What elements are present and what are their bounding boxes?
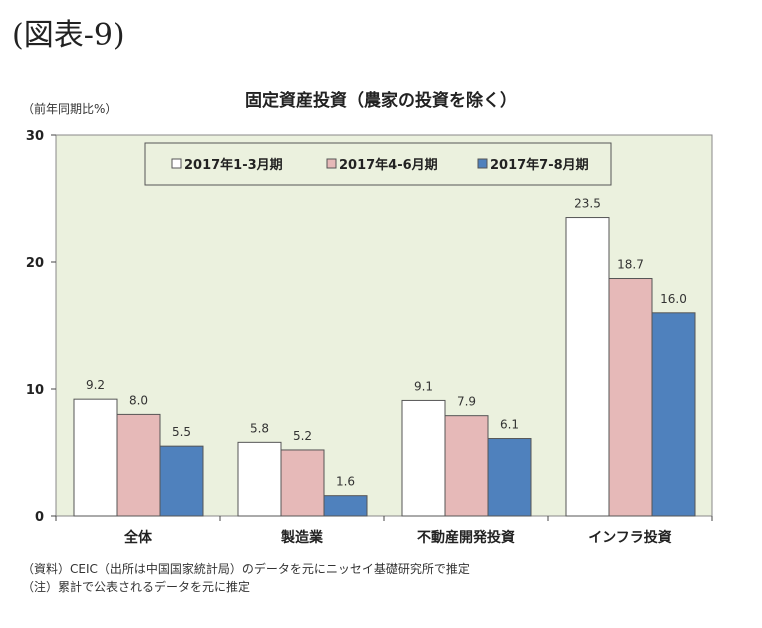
- data-label: 8.0: [129, 393, 148, 407]
- data-label: 6.1: [500, 418, 519, 432]
- data-label: 7.9: [457, 395, 476, 409]
- legend-swatch: [171, 158, 182, 169]
- bar: [159, 445, 204, 517]
- y-tick-label: 30: [26, 129, 44, 144]
- bar-chart: 0 10 20 30 9.2 8.0 5.5 全体 5.8 5.2 1.6 製造業 9.1 7.9 6.1 不…: [26, 129, 713, 546]
- bar: [401, 399, 446, 517]
- category-label: 全体: [123, 529, 153, 546]
- bar: [444, 415, 489, 517]
- y-tick-label: 0: [35, 510, 44, 525]
- legend-swatch: [326, 158, 337, 169]
- category-label: インフラ投資: [588, 529, 672, 546]
- source-note: （資料）CEIC（出所は中国国家統計局）のデータを元にニッセイ基礎研究所で推定: [22, 562, 470, 576]
- bar: [237, 441, 282, 517]
- chart-title: 固定資産投資（農家の投資を除く）: [245, 91, 517, 111]
- data-label: 18.7: [617, 258, 644, 272]
- bar: [323, 495, 368, 517]
- bar: [565, 217, 610, 517]
- bar: [651, 312, 696, 517]
- bar: [116, 413, 161, 517]
- y-axis-unit-label: （前年同期比%）: [22, 102, 118, 116]
- bar: [280, 449, 325, 517]
- legend-label: 2017年7-8月期: [490, 157, 589, 173]
- y-tick-label: 10: [26, 383, 44, 398]
- data-label: 9.1: [414, 379, 433, 393]
- legend-label: 2017年4-6月期: [339, 157, 438, 173]
- data-label: 23.5: [574, 197, 601, 211]
- data-label: 9.2: [86, 378, 105, 392]
- figure-label: (図表-9): [12, 18, 125, 53]
- category-label: 不動産開発投資: [417, 529, 515, 546]
- data-label: 5.2: [293, 429, 312, 443]
- bar: [73, 398, 118, 517]
- data-label: 5.8: [250, 421, 269, 435]
- data-label: 5.5: [172, 425, 191, 439]
- source-notes: （資料）CEIC（出所は中国国家統計局）のデータを元にニッセイ基礎研究所で推定 …: [22, 560, 470, 596]
- data-label: 16.0: [660, 292, 687, 306]
- footnote: （注）累計で公表されるデータを元に推定: [22, 580, 251, 594]
- category-label: 製造業: [280, 529, 324, 546]
- legend-label: 2017年1-3月期: [184, 157, 283, 173]
- bar: [608, 278, 653, 517]
- y-tick-label: 20: [26, 256, 44, 271]
- bar: [487, 438, 532, 517]
- data-label: 1.6: [336, 475, 355, 489]
- legend-swatch: [477, 158, 488, 169]
- legend-box: [144, 142, 612, 186]
